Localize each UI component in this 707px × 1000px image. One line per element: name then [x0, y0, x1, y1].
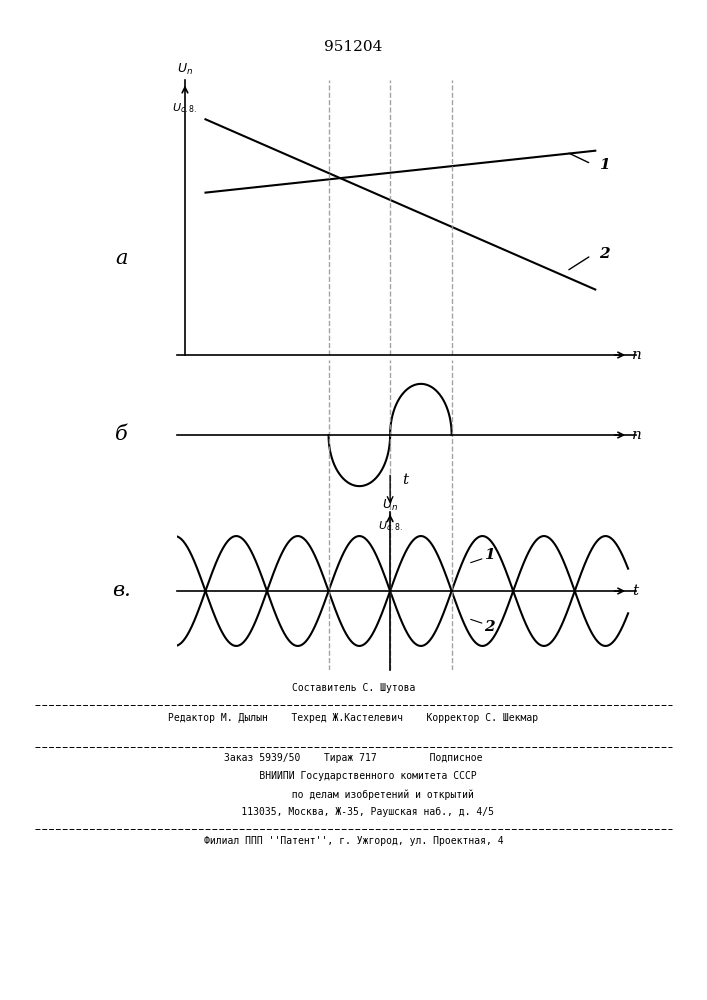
Text: по делам изобретений и открытий: по делам изобретений и открытий	[233, 789, 474, 800]
Text: n: n	[632, 428, 642, 442]
Text: Редактор М. Дылын    Техред Ж.Кастелевич    Корректор С. Шекмар: Редактор М. Дылын Техред Ж.Кастелевич Ко…	[168, 713, 539, 723]
Text: в.: в.	[112, 582, 131, 600]
Text: n: n	[632, 348, 642, 362]
Text: 2: 2	[600, 247, 610, 261]
Text: б: б	[115, 426, 128, 444]
Text: t: t	[632, 584, 638, 598]
Text: 1: 1	[484, 548, 495, 562]
Text: Филиал ППП ''Патент'', г. Ужгород, ул. Проектная, 4: Филиал ППП ''Патент'', г. Ужгород, ул. П…	[204, 836, 503, 846]
Text: 113035, Москва, Ж-35, Раушская наб., д. 4/5: 113035, Москва, Ж-35, Раушская наб., д. …	[213, 807, 494, 817]
Text: Заказ 5939/50    Тираж 717         Подписное: Заказ 5939/50 Тираж 717 Подписное	[224, 753, 483, 763]
Text: t: t	[402, 473, 409, 487]
Text: $U_n$: $U_n$	[382, 498, 398, 513]
Text: $U_{c.8.}$: $U_{c.8.}$	[378, 520, 402, 533]
Text: a: a	[115, 249, 128, 268]
Text: $U_{c.8.}$: $U_{c.8.}$	[173, 101, 197, 115]
Text: 2: 2	[484, 620, 495, 634]
Text: 1: 1	[600, 158, 610, 172]
Text: $U_n$: $U_n$	[177, 62, 193, 77]
Text: 951204: 951204	[325, 40, 382, 54]
Text: Составитель С. Шутова: Составитель С. Шутова	[292, 683, 415, 693]
Text: ВНИИПИ Государственного комитета СССР: ВНИИПИ Государственного комитета СССР	[230, 771, 477, 781]
